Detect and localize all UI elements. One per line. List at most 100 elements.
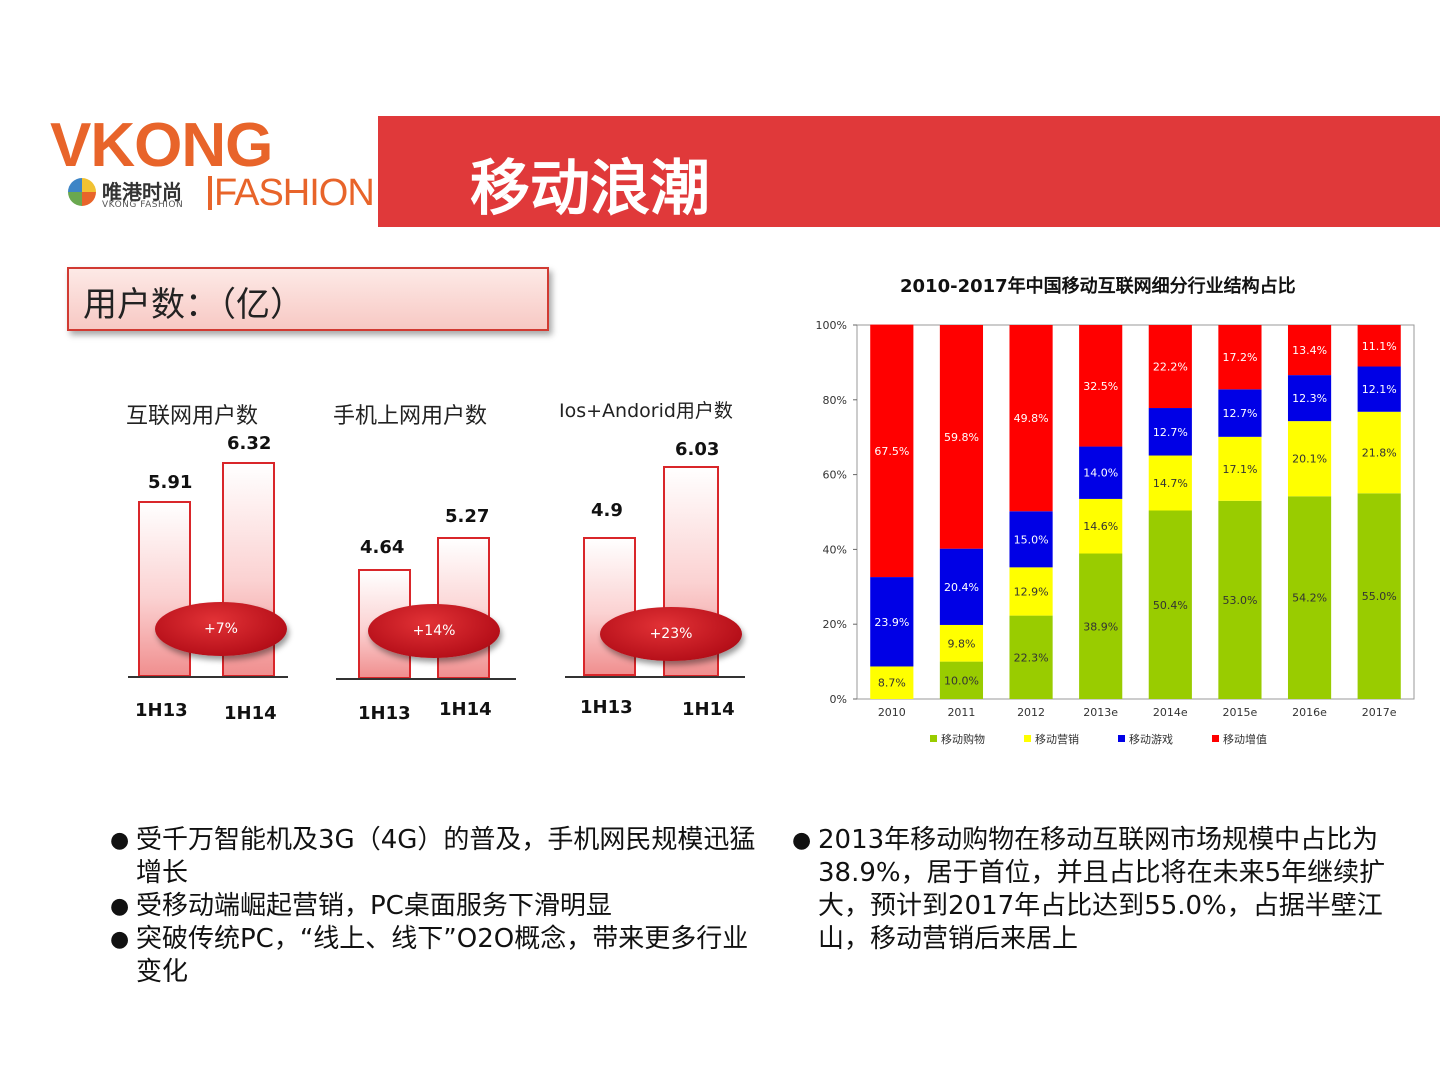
stack-segment xyxy=(870,666,914,699)
data-label: 14.0% xyxy=(1083,467,1118,480)
data-label: 17.2% xyxy=(1222,351,1257,364)
legend-swatch xyxy=(1212,735,1219,742)
x-tick-label: 2012 xyxy=(1017,706,1045,719)
logo-fashion-text: FASHION xyxy=(214,172,375,214)
value-label: 5.27 xyxy=(445,506,490,527)
logo-swirl-icon xyxy=(68,178,96,206)
axis-baseline xyxy=(336,678,516,680)
brand-logo: VKONG 唯港时尚 VKONG FASHION FASHION xyxy=(50,111,375,218)
data-label: 12.7% xyxy=(1222,407,1257,420)
x-tick-label: 2013e xyxy=(1083,706,1118,719)
users-label: 用户数：（亿） xyxy=(83,285,304,325)
stack-segment xyxy=(1079,325,1123,447)
bullet-item: 2013年移动购物在移动互联网市场规模中占比为38.9%，居于首位，并且占比将在… xyxy=(792,824,1402,956)
stack-segment xyxy=(1357,411,1401,494)
period-label: 1H14 xyxy=(439,699,492,720)
x-tick-label: 2011 xyxy=(947,706,975,719)
stack-segment xyxy=(1148,408,1192,456)
legend-swatch xyxy=(1024,735,1031,742)
logo-subtitle: VKONG FASHION xyxy=(102,200,184,210)
data-label: 17.1% xyxy=(1222,463,1257,476)
y-tick-label: 0% xyxy=(830,693,847,706)
data-label: 14.6% xyxy=(1083,520,1118,533)
bullet-list-left: 受千万智能机及3G（4G）的普及，手机网民规模迅猛增长 受移动端崛起营销，PC桌… xyxy=(110,824,760,989)
period-label: 1H13 xyxy=(580,697,633,718)
legend-label: 移动购物 xyxy=(941,732,985,746)
data-label: 55.0% xyxy=(1362,590,1397,603)
bullet-list-right: 2013年移动购物在移动互联网市场规模中占比为38.9%，居于首位，并且占比将在… xyxy=(792,824,1402,956)
stack-segment xyxy=(1009,567,1053,616)
data-label: 67.5% xyxy=(874,445,909,458)
data-label: 32.5% xyxy=(1083,380,1118,393)
data-label: 9.8% xyxy=(947,637,975,650)
stack-segment xyxy=(1287,496,1332,699)
stack-segment xyxy=(1218,325,1262,390)
period-label: 1H14 xyxy=(682,699,735,720)
data-label: 38.9% xyxy=(1083,620,1118,633)
y-tick-label: 20% xyxy=(823,618,847,631)
stack-segment xyxy=(1148,510,1192,699)
legend-label: 移动增值 xyxy=(1223,732,1267,746)
stack-segment xyxy=(1009,325,1053,512)
bullet-item: 突破传统PC，“线上、线下”O2O概念，带来更多行业变化 xyxy=(110,923,760,989)
stack-segment xyxy=(1357,366,1401,412)
value-label: 6.03 xyxy=(675,439,720,460)
x-tick-label: 2014e xyxy=(1153,706,1188,719)
mini-chart-title-internet: 互联网用户数 xyxy=(126,404,259,429)
data-label: 13.4% xyxy=(1292,344,1327,357)
data-label: 50.4% xyxy=(1153,599,1188,612)
page-title: 移动浪潮 xyxy=(470,154,710,224)
mini-chart-title-mobile: 手机上网用户数 xyxy=(333,404,488,429)
stack-segment xyxy=(939,325,984,549)
stack-segment xyxy=(939,548,984,625)
logo-chinese-name: 唯港时尚 xyxy=(102,180,182,204)
chart-title: 2010-2017年中国移动互联网细分行业结构占比 xyxy=(900,276,1296,297)
data-label: 11.1% xyxy=(1362,340,1397,353)
logo-wordmark: VKONG xyxy=(50,111,273,180)
data-label: 22.2% xyxy=(1153,361,1188,374)
y-tick-label: 100% xyxy=(816,319,847,332)
users-label-box: 用户数：（亿） xyxy=(67,267,549,331)
value-label: 4.9 xyxy=(591,500,623,521)
x-tick-label: 2015e xyxy=(1223,706,1258,719)
stack-segment xyxy=(939,661,984,699)
stack-segment xyxy=(1009,511,1053,568)
stack-segment xyxy=(1287,421,1332,497)
data-label: 54.2% xyxy=(1292,592,1327,605)
axis-baseline xyxy=(128,676,288,678)
data-label: 8.7% xyxy=(878,677,906,690)
stack-segment xyxy=(1148,325,1192,409)
y-tick-label: 60% xyxy=(823,469,847,482)
y-tick-label: 80% xyxy=(823,394,847,407)
data-label: 14.7% xyxy=(1153,477,1188,490)
stack-segment xyxy=(870,324,914,578)
legend-swatch xyxy=(930,735,937,742)
bullet-item: 受移动端崛起营销，PC桌面服务下滑明显 xyxy=(110,890,760,923)
data-label: 59.8% xyxy=(944,431,979,444)
stack-segment xyxy=(1287,325,1332,376)
data-label: 53.0% xyxy=(1222,594,1257,607)
growth-badge: +23% xyxy=(600,607,742,661)
data-label: 20.4% xyxy=(944,581,979,594)
data-label: 49.8% xyxy=(1014,412,1049,425)
data-label: 12.7% xyxy=(1153,426,1188,439)
stack-segment xyxy=(1009,615,1053,699)
stack-segment xyxy=(1079,553,1123,699)
stack-segment xyxy=(1218,436,1262,501)
value-label: 5.91 xyxy=(148,472,193,493)
bullet-item: 受千万智能机及3G（4G）的普及，手机网民规模迅猛增长 xyxy=(110,824,760,890)
data-label: 12.3% xyxy=(1292,392,1327,405)
data-label: 15.0% xyxy=(1014,533,1049,546)
stacked-bar-chart: 0% 20% 40% 60% 80% 100% 8.7% 23.9% 67.5% 2010 10.0… xyxy=(816,319,1415,746)
data-label: 22.3% xyxy=(1014,651,1049,664)
y-tick-label: 40% xyxy=(823,543,847,556)
period-label: 1H14 xyxy=(224,703,277,724)
stack-segment xyxy=(1357,325,1401,367)
stack-segment xyxy=(1218,389,1262,437)
stack-segment xyxy=(1218,500,1262,699)
period-label: 1H13 xyxy=(135,700,188,721)
data-label: 12.9% xyxy=(1014,585,1049,598)
x-tick-label: 2017e xyxy=(1362,706,1397,719)
growth-badge: +14% xyxy=(368,604,500,658)
stack-segment xyxy=(939,624,984,662)
